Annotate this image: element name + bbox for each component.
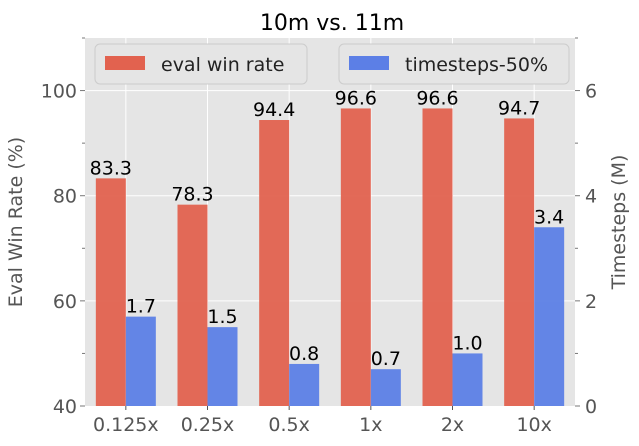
y2-axis-label: Timesteps (M) bbox=[608, 155, 630, 291]
y-tick-label: 100 bbox=[41, 81, 77, 103]
y2-tick-label: 2 bbox=[585, 291, 597, 313]
data-label: 0.7 bbox=[371, 348, 401, 370]
y-tick-label: 80 bbox=[53, 186, 77, 208]
bar-eval-win-rate-2x bbox=[422, 108, 453, 407]
bar-eval-win-rate-10x bbox=[504, 118, 535, 406]
data-label: 83.3 bbox=[90, 157, 132, 179]
y-axis-ticks: 40 60 80 100 bbox=[41, 37, 85, 418]
legend-label: eval win rate bbox=[161, 54, 284, 76]
chart-title: 10m vs. 11m bbox=[260, 11, 404, 36]
x-tick-label: 10x bbox=[516, 414, 551, 436]
y2-tick-label: 0 bbox=[585, 396, 597, 418]
data-label: 94.4 bbox=[253, 99, 295, 121]
bar-timesteps-10x bbox=[534, 227, 565, 406]
y2-tick-label: 6 bbox=[585, 81, 597, 103]
legend-swatch bbox=[105, 56, 145, 70]
bar-timesteps-2x bbox=[452, 353, 483, 406]
y2-axis-ticks: 0 2 4 6 bbox=[575, 37, 597, 418]
data-label: 1.7 bbox=[126, 296, 156, 318]
bars bbox=[95, 108, 565, 407]
legend-box bbox=[338, 43, 570, 85]
data-label: 94.7 bbox=[498, 97, 540, 119]
y-tick-label: 60 bbox=[53, 291, 77, 313]
legend-label: timesteps-50% bbox=[405, 54, 548, 76]
x-tick-label: 1x bbox=[359, 414, 382, 436]
data-label: 96.6 bbox=[416, 87, 458, 109]
data-label: 96.6 bbox=[335, 87, 377, 109]
x-tick-label: 0.5x bbox=[268, 414, 309, 436]
data-label: 1.0 bbox=[452, 332, 482, 354]
bar-eval-win-rate-0.25x bbox=[177, 204, 208, 406]
y-tick-label: 40 bbox=[53, 396, 77, 418]
x-tick-label: 2x bbox=[441, 414, 464, 436]
bar-timesteps-0.5x bbox=[289, 363, 320, 406]
x-tick-label: 0.125x bbox=[93, 414, 159, 436]
bar-timesteps-0.25x bbox=[207, 327, 238, 406]
data-label: 1.5 bbox=[207, 306, 237, 328]
bar-timesteps-0.125x bbox=[125, 316, 156, 406]
data-label: 78.3 bbox=[171, 184, 213, 206]
value-labels: 83.3 78.3 94.4 96.6 96.6 94.7 1.7 1.5 0.8 0.7 1.0 3… bbox=[90, 87, 565, 370]
legend-box bbox=[94, 43, 308, 85]
bar-eval-win-rate-1x bbox=[340, 108, 371, 407]
x-tick-label: 0.25x bbox=[181, 414, 235, 436]
bar-timesteps-1x bbox=[370, 369, 401, 406]
y-axis-label: Eval Win Rate (%) bbox=[5, 137, 27, 307]
legend: eval win rate timesteps-50% bbox=[94, 43, 570, 85]
data-label: 0.8 bbox=[289, 343, 319, 365]
bar-eval-win-rate-0.5x bbox=[259, 120, 290, 407]
x-axis-ticks: 0.125x 0.25x 0.5x 1x 2x 10x bbox=[93, 406, 552, 436]
bar-eval-win-rate-0.125x bbox=[95, 178, 126, 406]
plot-background bbox=[85, 38, 575, 406]
y2-tick-label: 4 bbox=[585, 186, 597, 208]
legend-swatch bbox=[349, 56, 389, 70]
data-label: 3.4 bbox=[534, 206, 564, 228]
